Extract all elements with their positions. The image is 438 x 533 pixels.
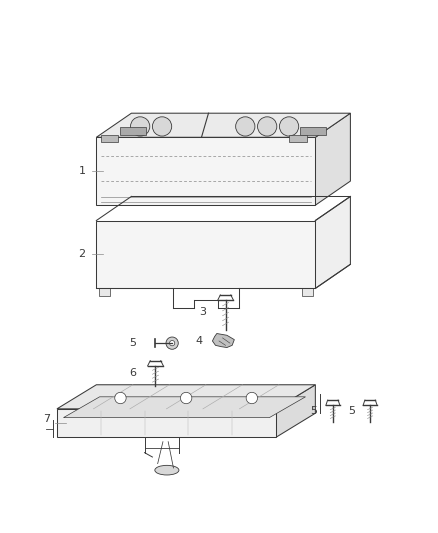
Polygon shape [212, 334, 234, 348]
Bar [302, 288, 313, 296]
Polygon shape [96, 138, 315, 205]
Bar [99, 288, 110, 296]
Text: 7: 7 [43, 414, 50, 424]
Polygon shape [276, 385, 315, 437]
Text: 6: 6 [129, 368, 136, 378]
Polygon shape [57, 385, 315, 409]
Circle shape [131, 117, 150, 136]
Circle shape [180, 392, 192, 403]
Circle shape [115, 392, 126, 403]
Text: 5: 5 [311, 406, 318, 416]
Bar [120, 127, 146, 135]
Circle shape [166, 337, 178, 349]
Polygon shape [96, 221, 315, 288]
Bar [101, 135, 118, 142]
Circle shape [152, 117, 172, 136]
Polygon shape [315, 197, 350, 288]
Bar [289, 135, 307, 142]
Text: 5: 5 [129, 338, 136, 348]
Bar [300, 127, 326, 135]
Circle shape [246, 392, 258, 403]
Polygon shape [64, 397, 305, 418]
Circle shape [170, 341, 175, 346]
Text: 2: 2 [78, 249, 85, 260]
Ellipse shape [155, 465, 179, 475]
Text: 3: 3 [199, 308, 206, 318]
Polygon shape [57, 409, 276, 437]
Text: 4: 4 [195, 335, 202, 345]
Circle shape [236, 117, 255, 136]
Circle shape [279, 117, 299, 136]
Text: 5: 5 [348, 406, 355, 416]
Polygon shape [315, 113, 350, 205]
Polygon shape [96, 113, 350, 138]
Text: 1: 1 [78, 166, 85, 176]
Circle shape [258, 117, 277, 136]
